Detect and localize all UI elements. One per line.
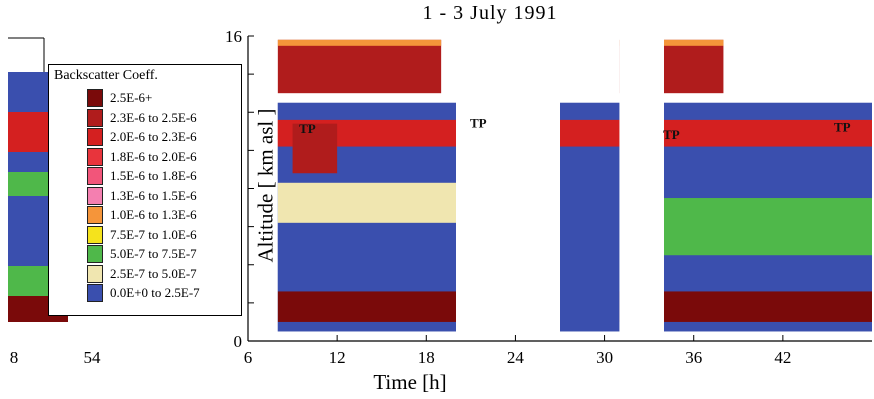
y-tick-label-0: 0 (234, 332, 243, 351)
legend-label: 0.0E+0 to 2.5E-7 (110, 285, 200, 300)
legend-swatch (87, 225, 103, 244)
layer-cloud-4 (292, 123, 338, 174)
left-panel-background (8, 72, 48, 267)
legend-entry: 2.0E-6 to 2.3E-6 (87, 128, 197, 146)
legend-label: 5.0E-7 to 7.5E-7 (110, 246, 197, 261)
legend-title: Backscatter Coeff. (54, 68, 158, 83)
x-tick-label-4: 30 (596, 348, 613, 367)
legend-entry: 2.3E-6 to 2.5E-6 (87, 108, 197, 127)
x-tick-label-1: 12 (329, 348, 346, 367)
legend-entry: 0.0E+0 to 2.5E-7 (87, 284, 200, 302)
legend-label: 1.5E-6 to 1.8E-6 (110, 168, 197, 183)
legend-entry: 2.5E-7 to 5.0E-7 (87, 264, 197, 283)
legend-swatch (87, 186, 103, 205)
layer-boundary-layer-7 (277, 291, 456, 322)
legend-swatch (87, 245, 103, 263)
legend-entry: 1.5E-6 to 1.8E-6 (87, 167, 197, 185)
legend-label: 2.3E-6 to 2.5E-6 (110, 109, 197, 125)
tropopause-label-3: TP (834, 119, 851, 134)
legend-swatch (87, 206, 103, 224)
legend-entry: 7.5E-7 to 1.0E-6 (87, 225, 197, 244)
left-x-tick-label-1: 54 (84, 348, 102, 367)
x-tick-label-3: 24 (507, 348, 525, 367)
chart-title: 1 - 3 July 1991 (422, 2, 558, 24)
legend-label: 1.8E-6 to 2.0E-6 (110, 148, 197, 164)
legend-swatch (87, 147, 103, 166)
legend-entry: 1.3E-6 to 1.5E-6 (87, 186, 197, 205)
legend-swatch (87, 128, 103, 146)
y-tick-label-8: 16 (225, 27, 242, 46)
cirrus-rim (277, 39, 442, 46)
legend-label: 1.3E-6 to 1.5E-6 (110, 187, 197, 203)
layer-aerosol-6 (664, 198, 872, 256)
left-panel-tropopause-band (8, 112, 48, 152)
left-x-tick-label-0: 8 (10, 348, 19, 367)
legend-label: 2.0E-6 to 2.3E-6 (110, 129, 197, 144)
data-gap-1 (456, 36, 560, 341)
legend-swatch (87, 89, 103, 107)
x-tick-label-5: 36 (685, 348, 702, 367)
layer-cirrus-2 (277, 39, 442, 94)
y-axis-label: Altitude [ km asl ] (253, 108, 278, 263)
x-tick-label-0: 6 (244, 348, 253, 367)
left-panel-aerosol (8, 172, 48, 196)
legend-entry: 5.0E-7 to 7.5E-7 (87, 245, 197, 263)
tropopause-label-0: TP (299, 121, 316, 136)
legend-swatch (87, 108, 103, 127)
legend-entry: 2.5E-6+ (87, 89, 152, 107)
tropopause-label-2: TP (663, 127, 680, 142)
legend-swatch (87, 284, 103, 302)
x-tick-label-2: 18 (418, 348, 435, 367)
layer-aerosol-5 (277, 182, 456, 223)
legend-label: 1.0E-6 to 1.3E-6 (110, 207, 197, 222)
cirrus-rim-2 (619, 39, 724, 46)
legend-label: 2.5E-6+ (110, 90, 153, 105)
legend-label: 2.5E-7 to 5.0E-7 (110, 265, 197, 281)
legend-entry: 1.0E-6 to 1.3E-6 (87, 206, 197, 224)
tropopause-label-1: TP (470, 116, 487, 131)
legend-swatch (87, 167, 103, 185)
data-gap-2 (619, 36, 664, 341)
x-axis-label: Time [h] (373, 370, 447, 394)
legend-entry: 1.8E-6 to 2.0E-6 (87, 147, 197, 166)
legend-swatch (87, 264, 103, 283)
x-tick-label-6: 42 (774, 348, 791, 367)
legend-label: 7.5E-7 to 1.0E-6 (110, 226, 197, 242)
legend: Backscatter Coeff. 2.5E-6+ 2.3E-6 to 2.5E… (48, 64, 242, 316)
